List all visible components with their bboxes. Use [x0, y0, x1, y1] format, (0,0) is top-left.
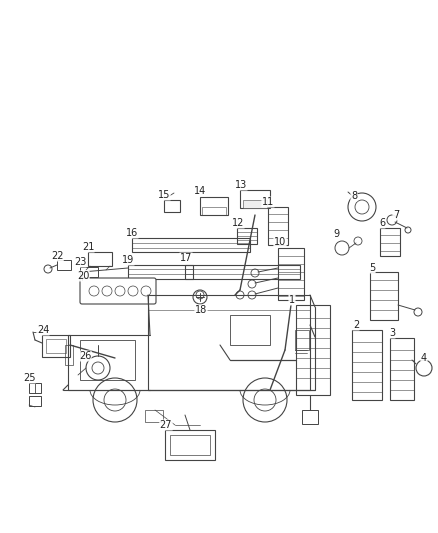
Text: 10: 10	[274, 237, 286, 247]
Bar	[165, 430, 215, 460]
Circle shape	[128, 286, 138, 296]
Text: 15: 15	[158, 190, 170, 200]
Bar	[29, 383, 41, 393]
Bar	[80, 267, 98, 277]
Bar	[278, 248, 304, 300]
Text: 17: 17	[180, 253, 192, 263]
Text: 9: 9	[333, 229, 339, 239]
Text: 6: 6	[379, 218, 385, 228]
Text: 23: 23	[74, 257, 86, 267]
Text: 26: 26	[79, 351, 91, 361]
Bar	[88, 252, 112, 266]
Bar	[170, 435, 210, 455]
Text: 12: 12	[232, 218, 244, 228]
Bar	[200, 197, 228, 215]
Circle shape	[115, 286, 125, 296]
Text: 8: 8	[351, 191, 357, 201]
Bar	[370, 272, 398, 320]
Text: 14: 14	[194, 186, 206, 196]
Text: 3: 3	[389, 328, 395, 338]
Text: 21: 21	[82, 242, 94, 252]
Text: 22: 22	[51, 251, 63, 261]
Bar	[296, 305, 330, 395]
Bar	[145, 410, 163, 422]
FancyBboxPatch shape	[80, 278, 156, 304]
Bar	[185, 265, 300, 279]
Text: 27: 27	[160, 420, 172, 430]
Bar	[302, 410, 318, 424]
Bar	[57, 260, 71, 270]
Text: 5: 5	[369, 263, 375, 273]
Text: 20: 20	[77, 271, 89, 281]
Bar	[380, 228, 400, 256]
Circle shape	[141, 286, 151, 296]
Bar	[202, 207, 226, 215]
Text: 7: 7	[393, 210, 399, 220]
Bar	[46, 339, 66, 353]
Text: 18: 18	[195, 305, 207, 315]
Bar	[295, 330, 309, 350]
Text: 19: 19	[122, 255, 134, 265]
Bar	[390, 338, 414, 400]
Bar	[132, 238, 250, 252]
Bar	[29, 396, 41, 406]
Bar	[243, 200, 267, 208]
Bar	[80, 340, 135, 380]
Text: 2: 2	[353, 320, 359, 330]
Text: 1: 1	[289, 295, 295, 305]
Bar	[230, 315, 270, 345]
Bar	[237, 228, 257, 244]
Circle shape	[89, 286, 99, 296]
Text: 25: 25	[23, 373, 35, 383]
Bar	[128, 265, 193, 279]
Circle shape	[102, 286, 112, 296]
Bar	[268, 207, 288, 245]
Bar	[240, 190, 270, 208]
Text: 13: 13	[235, 180, 247, 190]
Text: 24: 24	[37, 325, 49, 335]
Bar	[65, 345, 73, 365]
Bar	[164, 200, 180, 212]
Bar	[42, 335, 70, 357]
Text: 11: 11	[262, 197, 274, 207]
Text: 4: 4	[421, 353, 427, 363]
Bar	[352, 330, 382, 400]
Text: 16: 16	[126, 228, 138, 238]
